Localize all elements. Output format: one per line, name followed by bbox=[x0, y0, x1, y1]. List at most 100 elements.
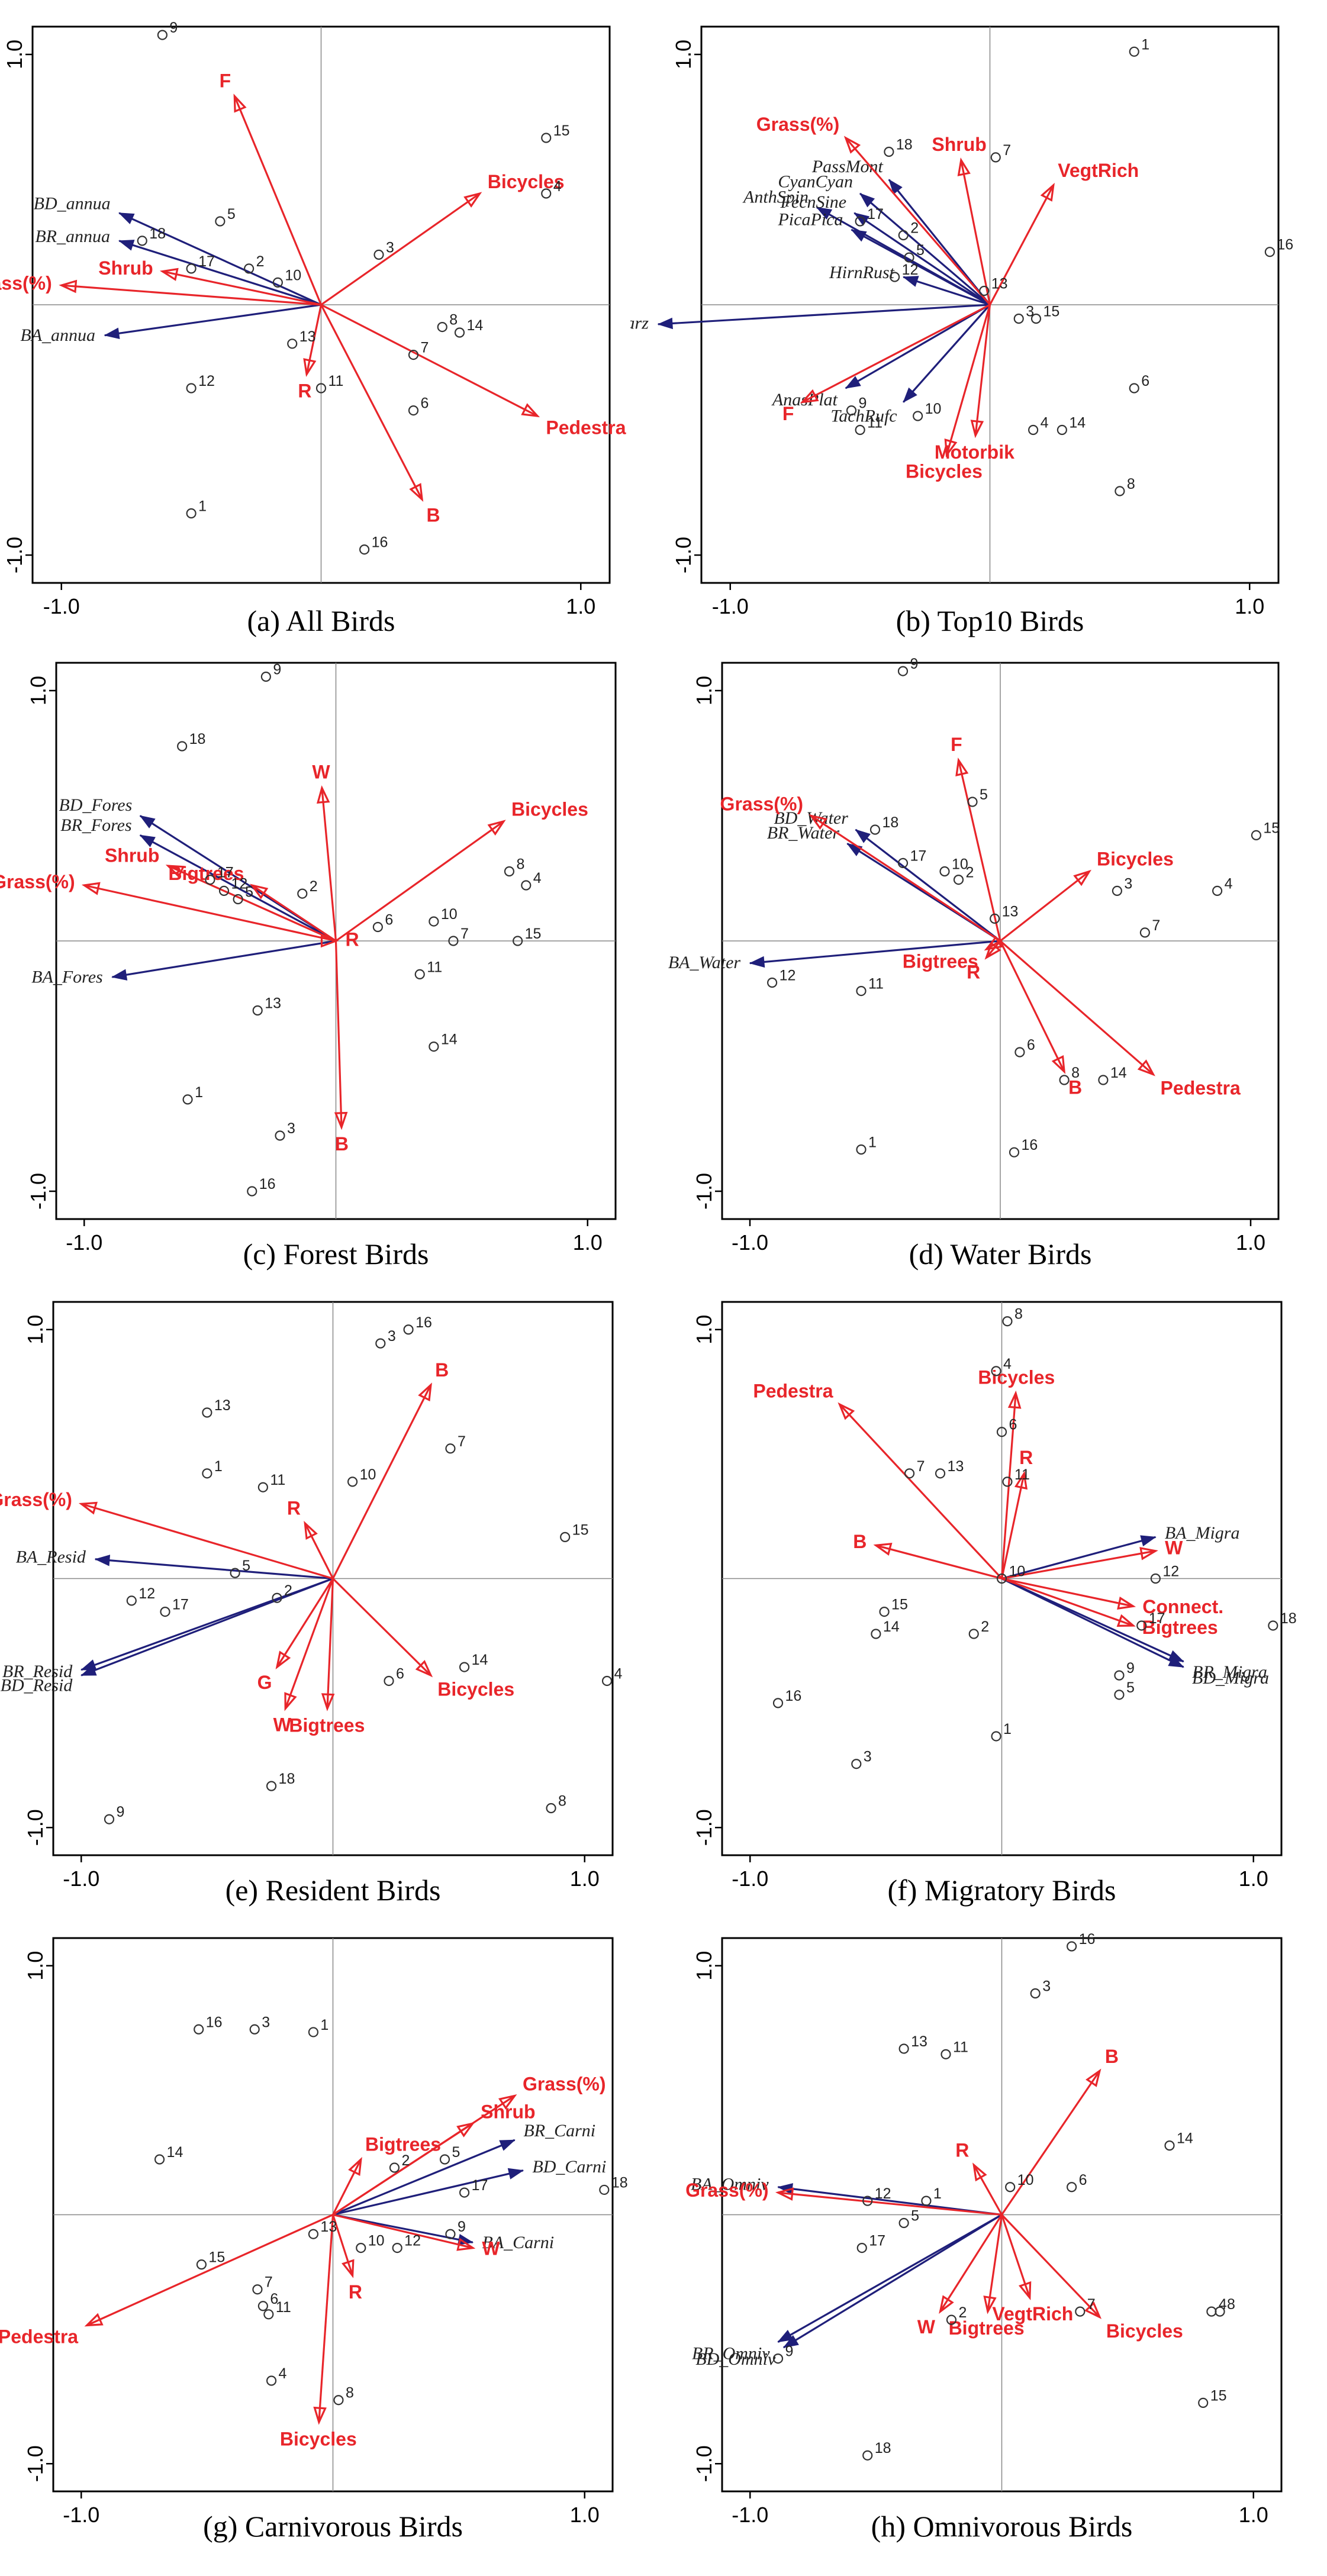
site-label: 17 bbox=[869, 2233, 885, 2249]
site-point bbox=[445, 1443, 456, 1454]
site-point bbox=[137, 236, 147, 246]
site-point bbox=[968, 1629, 979, 1639]
site-label: 4 bbox=[553, 178, 562, 195]
env-label: Grass(%) bbox=[685, 2180, 769, 2201]
site-point bbox=[871, 1629, 881, 1639]
site-point bbox=[1030, 1988, 1041, 1999]
env-arrow bbox=[320, 304, 424, 502]
site-point bbox=[454, 327, 465, 338]
site-label: 15 bbox=[572, 1521, 589, 1538]
site-point bbox=[272, 1592, 282, 1603]
x-tick-label-min: -1.0 bbox=[63, 1866, 99, 1891]
site-point bbox=[1014, 1047, 1025, 1058]
env-arrow bbox=[332, 2122, 475, 2216]
site-label: 6 bbox=[1009, 1417, 1017, 1433]
site-label: 8 bbox=[558, 1793, 566, 1810]
site-label: 17 bbox=[217, 865, 234, 881]
site-label: 14 bbox=[472, 1652, 488, 1668]
species-arrow bbox=[139, 834, 337, 942]
site-label: 15 bbox=[1263, 820, 1280, 836]
env-label: Bigtrees bbox=[1142, 1617, 1218, 1638]
site-label: 18 bbox=[149, 225, 166, 242]
species-arrow bbox=[777, 2214, 1003, 2343]
site-label: 5 bbox=[1126, 1679, 1135, 1696]
env-label: Shrub bbox=[932, 134, 986, 155]
site-label: 10 bbox=[285, 267, 301, 283]
site-label: 15 bbox=[1210, 2387, 1227, 2404]
site-label: 11 bbox=[867, 415, 882, 431]
site-point bbox=[1129, 46, 1139, 57]
y-tick-label-min: -1.0 bbox=[26, 1173, 50, 1210]
site-point bbox=[308, 2229, 319, 2239]
y-tick-label-max: 1.0 bbox=[692, 1951, 716, 1981]
env-arrow bbox=[331, 2214, 355, 2278]
site-label: 6 bbox=[421, 395, 429, 412]
env-label: F bbox=[220, 70, 231, 92]
site-label: 6 bbox=[385, 912, 393, 928]
x-tick-label-max: 1.0 bbox=[570, 2503, 600, 2527]
site-label: 12 bbox=[902, 262, 919, 278]
site-point bbox=[862, 2195, 873, 2206]
species-arrow bbox=[853, 212, 991, 306]
env-label: Bigtrees bbox=[949, 2317, 1025, 2339]
site-point bbox=[244, 263, 255, 274]
site-label: 13 bbox=[911, 2033, 927, 2050]
env-label: Pedestra bbox=[1161, 1077, 1241, 1098]
env-arrow bbox=[59, 279, 321, 306]
site-point bbox=[104, 1814, 115, 1824]
species-arrow bbox=[851, 228, 991, 306]
env-arrow bbox=[84, 2214, 334, 2327]
site-point bbox=[252, 1005, 263, 1016]
site-label: 8 bbox=[516, 856, 524, 873]
site-point bbox=[599, 2184, 610, 2195]
site-label: 10 bbox=[925, 401, 942, 417]
site-point bbox=[157, 30, 168, 40]
x-tick-label-max: 1.0 bbox=[566, 594, 595, 618]
site-point bbox=[996, 1573, 1007, 1584]
site-point bbox=[856, 985, 867, 997]
site-point bbox=[429, 916, 439, 927]
site-label: 15 bbox=[525, 926, 542, 942]
env-label: Bigtrees bbox=[289, 1714, 365, 1736]
site-label: 17 bbox=[472, 2177, 488, 2194]
species-arrow bbox=[1001, 1535, 1157, 1580]
env-label: Shrub bbox=[98, 257, 153, 279]
site-label: 8 bbox=[1071, 1065, 1080, 1081]
site-point bbox=[851, 1759, 862, 1769]
species-label: EgrtGarz bbox=[630, 314, 649, 333]
site-label: 7 bbox=[1087, 2296, 1096, 2313]
site-point bbox=[890, 272, 900, 282]
site-label: 7 bbox=[421, 340, 429, 356]
x-tick-label-min: -1.0 bbox=[43, 594, 80, 618]
site-label: 8 bbox=[346, 2385, 354, 2401]
species-arrow bbox=[782, 2214, 1003, 2349]
site-point bbox=[186, 508, 197, 519]
env-label: W bbox=[482, 2238, 500, 2259]
species-arrow bbox=[749, 940, 1001, 968]
y-tick-label-min: -1.0 bbox=[692, 1809, 716, 1846]
site-label: 11 bbox=[328, 373, 344, 389]
x-tick-label-max: 1.0 bbox=[1239, 2503, 1268, 2527]
species-label: BA_Water bbox=[668, 953, 741, 972]
site-point bbox=[990, 152, 1001, 163]
rda-biplot-b: -1.0 1.01.0-1.0PassMontCyanCyanAnthSpinFe… bbox=[630, 25, 1293, 618]
env-arrow bbox=[1001, 2068, 1101, 2216]
site-point bbox=[403, 1324, 414, 1335]
env-label: Pedestra bbox=[546, 417, 626, 439]
env-label: B bbox=[335, 1133, 349, 1155]
site-point bbox=[247, 1186, 257, 1197]
species-arrow bbox=[118, 240, 321, 306]
species-label: CyanCyan bbox=[778, 172, 853, 192]
env-label: VegtRich bbox=[992, 2303, 1073, 2324]
site-label: 4 bbox=[1041, 415, 1049, 431]
species-label: BD_Carni bbox=[532, 2157, 606, 2177]
y-tick-label-max: 1.0 bbox=[692, 1315, 716, 1345]
site-point bbox=[1139, 927, 1151, 938]
env-label: Bicycles bbox=[906, 460, 983, 482]
site-point bbox=[315, 383, 327, 394]
species-arrow bbox=[859, 192, 991, 306]
site-point bbox=[904, 252, 914, 263]
